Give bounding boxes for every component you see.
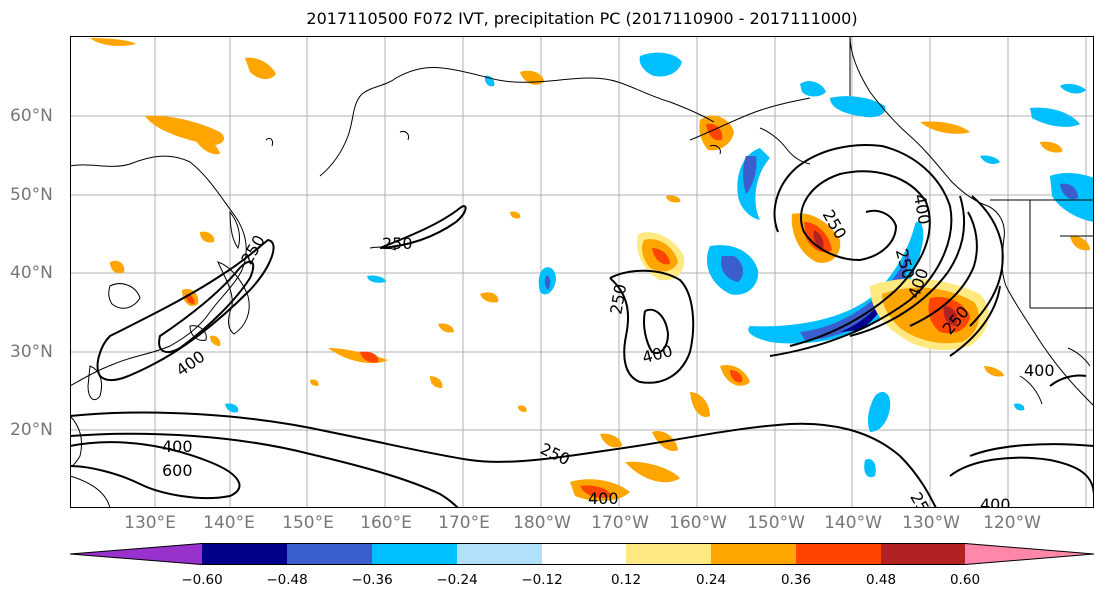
lat-label-40n: 40°N [10, 263, 53, 283]
ivt-contours [70, 144, 1094, 508]
lon-label-160e: 160°E [360, 513, 412, 533]
lon-label-160w: 160°W [669, 513, 727, 533]
colorbar-tick: −0.12 [521, 572, 563, 588]
lon-label-120w: 120°W [983, 513, 1041, 533]
colorbar-segment-7 [711, 543, 796, 565]
map-title: 2017110500 F072 IVT, precipitation PC (2… [306, 9, 858, 28]
colorbar-segment-6 [626, 543, 711, 565]
colorbar-tick: −0.60 [181, 572, 223, 588]
colorbar-segment-9 [881, 543, 965, 565]
contour-label: 250 [537, 439, 573, 469]
colorbar-segment-3 [372, 543, 457, 565]
positive-precip-shading [90, 38, 1090, 501]
lon-label-130w: 130°W [902, 513, 960, 533]
colorbar-segment-5 [542, 543, 626, 565]
colorbar-tick: −0.24 [436, 572, 478, 588]
lon-label-130e: 130°E [124, 513, 176, 533]
colorbar-segment-1 [202, 543, 287, 565]
colorbar-tick: 0.60 [949, 572, 981, 588]
lon-label-140e: 140°E [203, 513, 255, 533]
contour-label: 400 [162, 437, 193, 456]
lat-label-50n: 50°N [10, 185, 53, 205]
colorbar-segment-0 [70, 543, 202, 565]
lon-label-170e: 170°E [438, 513, 490, 533]
political-borders [849, 36, 1094, 309]
lon-label-150e: 150°E [282, 513, 334, 533]
contour-label: 250 [237, 232, 269, 268]
colorbar-segment-4 [457, 543, 542, 565]
colorbar [70, 543, 1094, 565]
gridlines [70, 36, 1094, 508]
coastlines [70, 36, 1094, 508]
colorbar-segment-2 [287, 543, 372, 565]
contour-label: 400 [980, 495, 1011, 508]
contour-label: 600 [162, 461, 193, 480]
colorbar-tick: −0.48 [266, 572, 308, 588]
map-panel: 250 400 250 400 600 250 400 250 400 250 … [70, 36, 1094, 508]
colorbar-segment-10 [965, 543, 1094, 565]
colorbar-tick: −0.36 [351, 572, 393, 588]
lon-label-180w: 180°W [513, 513, 571, 533]
colorbar-segment-8 [796, 543, 881, 565]
contour-label: 400 [910, 193, 934, 226]
lat-label-30n: 30°N [10, 342, 53, 362]
map-frame [70, 36, 1094, 508]
lon-label-140w: 140°W [824, 513, 882, 533]
colorbar-tick: 0.24 [695, 572, 727, 588]
contour-label: 400 [640, 341, 674, 367]
contour-label: 400 [588, 489, 619, 508]
colorbar-tick: 0.36 [780, 572, 812, 588]
colorbar-outline [70, 543, 1094, 565]
lon-label-170w: 170°W [591, 513, 649, 533]
colorbar-tick: 0.48 [865, 572, 897, 588]
lat-label-20n: 20°N [10, 420, 53, 440]
colorbar-tick: 0.12 [610, 572, 642, 588]
contour-label: 250 [382, 234, 413, 253]
lon-label-150w: 150°W [747, 513, 805, 533]
contour-label: 250 [906, 489, 938, 508]
lat-label-60n: 60°N [10, 106, 53, 126]
contour-label: 400 [1024, 361, 1055, 380]
